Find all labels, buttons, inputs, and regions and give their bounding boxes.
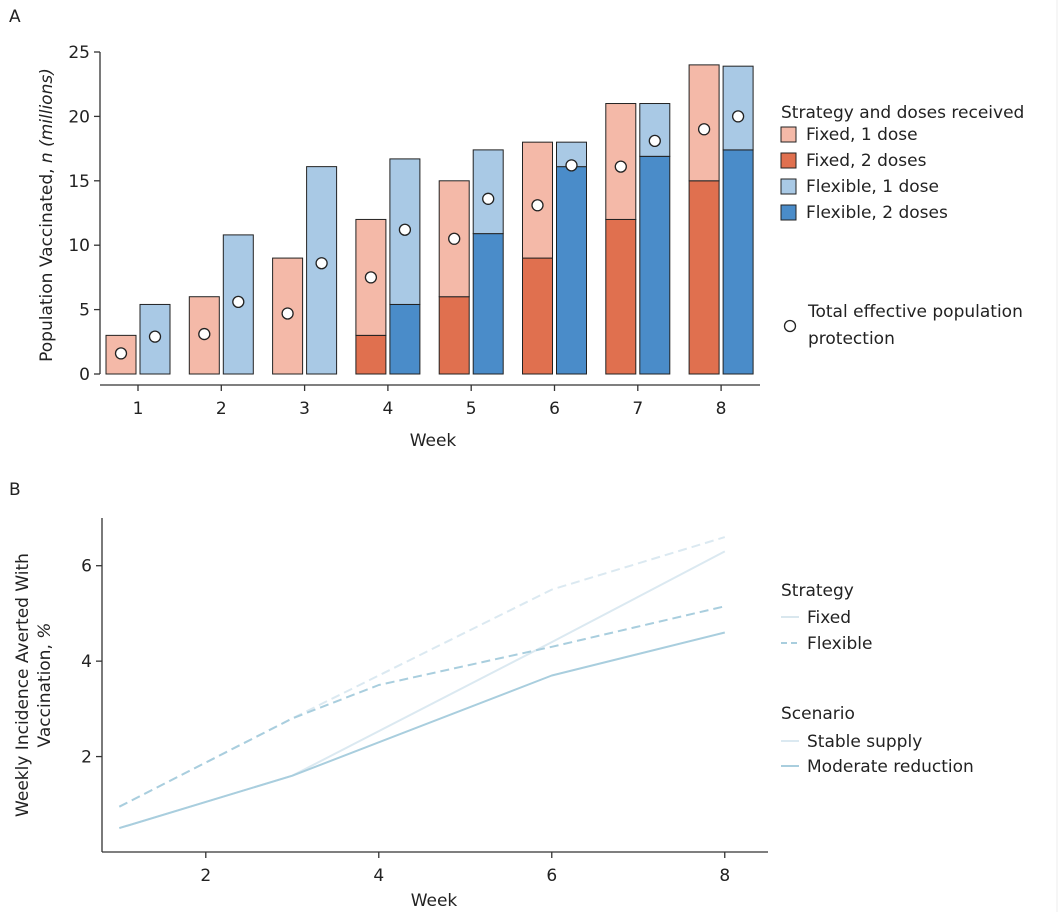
panel-b-y-axis-title-unit: % xyxy=(35,623,55,639)
marker-flexible-protection xyxy=(565,159,578,172)
legend-label-fixed-2: Fixed, 2 doses xyxy=(806,151,927,171)
scenario-legend-title: Scenario xyxy=(781,704,855,724)
panel-b-x-axis-title: Week xyxy=(411,891,458,911)
panel-b-lines xyxy=(118,536,726,830)
panel-b-label: B xyxy=(9,480,21,500)
marker-flexible-protection xyxy=(648,134,661,148)
panel-a-y-axis-title-main: Population Vaccinated, xyxy=(37,163,57,362)
bar-fixed-2-dose xyxy=(522,257,553,375)
panel-a-x-ticks: 1 2 3 4 5 6 7 8 xyxy=(133,385,727,419)
marker-flexible-protection xyxy=(232,295,245,309)
legend-label-flexible-1: Flexible, 1 dose xyxy=(806,177,939,197)
panel-b-scenario-legend: Scenario Stable supply Moderate reductio… xyxy=(781,704,974,777)
panel-a-y-axis-title-italic: n (millions) xyxy=(37,68,57,163)
x-tick-label: 1 xyxy=(133,399,144,419)
x-tick-label: 5 xyxy=(466,399,477,419)
legend-label-flexible-2: Flexible, 2 doses xyxy=(806,203,948,223)
panel-a-x-axis-title: Week xyxy=(410,431,457,451)
line-flexible-stable-supply xyxy=(118,536,726,808)
y-tick-label: 10 xyxy=(68,236,90,256)
scenario-legend-moderate-label: Moderate reduction xyxy=(807,757,974,777)
panel-a-markers xyxy=(114,110,745,360)
bar-fixed-2-dose xyxy=(438,296,470,375)
y-tick-label: 6 xyxy=(81,557,92,577)
x-tick-label: 4 xyxy=(373,866,384,886)
marker-flexible-protection xyxy=(731,110,745,123)
bar-flexible-2-dose xyxy=(556,166,587,375)
line-fixed-moderate-reduction xyxy=(119,631,726,830)
marker-legend-symbol xyxy=(783,319,797,333)
marker-fixed-protection xyxy=(697,123,711,136)
x-tick-label: 2 xyxy=(216,399,227,419)
marker-fixed-protection xyxy=(114,347,128,360)
legend-swatch-flexible-2 xyxy=(780,204,797,221)
strategy-legend-title: Strategy xyxy=(781,581,854,601)
panel-b-y-ticks: 2 4 6 xyxy=(81,557,102,768)
marker-legend-label-line2: protection xyxy=(808,329,895,349)
panel-a-legend-title: Strategy and doses received xyxy=(781,103,1024,123)
marker-flexible-protection xyxy=(148,330,162,343)
strategy-legend-flexible-label: Flexible xyxy=(807,634,872,654)
y-tick-label: 5 xyxy=(79,301,90,321)
strategy-legend-fixed-label: Fixed xyxy=(807,608,851,628)
panel-a-legend: Strategy and doses received Fixed, 1 dos… xyxy=(780,103,1024,349)
panel-a-label: A xyxy=(9,7,21,27)
bar-fixed-1-dose xyxy=(688,64,720,182)
x-tick-label: 8 xyxy=(719,866,730,886)
marker-flexible-protection xyxy=(482,192,495,205)
panel-a-y-ticks: 0 5 10 15 20 25 xyxy=(68,43,100,385)
line-flexible-moderate-reduction xyxy=(118,605,726,808)
x-tick-label: 6 xyxy=(549,399,560,419)
legend-swatch-flexible-1 xyxy=(780,178,797,195)
x-tick-label: 6 xyxy=(546,866,557,886)
panel-a: A 0 5 10 15 20 25 1 2 3 4 5 6 7 8 Week Population Va… xyxy=(9,7,1024,451)
bar-fixed-2-dose xyxy=(688,180,720,375)
y-tick-label: 20 xyxy=(68,107,90,127)
y-tick-label: 25 xyxy=(68,43,90,63)
panel-a-legend-items: Fixed, 1 dose Fixed, 2 doses Flexible, 1 d… xyxy=(780,125,948,223)
bar-flexible-2-dose xyxy=(639,155,671,375)
line-fixed-stable-supply xyxy=(119,550,726,830)
bar-flexible-1-dose xyxy=(722,65,754,151)
panel-b-y-axis-title-line1: Weekly Incidence Averted With xyxy=(13,553,33,817)
marker-fixed-protection xyxy=(614,160,627,173)
panel-b-x-ticks: 2 4 6 8 xyxy=(200,852,730,886)
marker-fixed-protection xyxy=(364,271,378,284)
x-tick-label: 8 xyxy=(716,399,727,419)
panel-a-y-axis-title: Population Vaccinated, n (millions) xyxy=(37,68,57,362)
panel-b-y-axis-title-main: Vaccination, xyxy=(35,639,55,748)
bar-fixed-2-dose xyxy=(605,218,637,375)
x-tick-label: 2 xyxy=(200,866,211,886)
x-tick-label: 7 xyxy=(632,399,643,419)
bar-flexible-2-dose xyxy=(722,149,754,375)
panel-b-y-axis-title-line2: Vaccination, % xyxy=(35,623,55,748)
scenario-legend-stable-label: Stable supply xyxy=(807,732,922,752)
y-tick-label: 15 xyxy=(68,172,90,192)
bar-flexible-2-dose xyxy=(389,303,421,375)
marker-fixed-protection xyxy=(531,199,544,212)
bar-flexible-1-dose xyxy=(306,166,338,375)
bar-flexible-1-dose xyxy=(472,149,504,235)
legend-label-fixed-1: Fixed, 1 dose xyxy=(806,125,918,145)
bar-flexible-2-dose xyxy=(472,233,504,375)
x-tick-label: 4 xyxy=(382,399,393,419)
y-tick-label: 2 xyxy=(81,748,92,768)
legend-swatch-fixed-2 xyxy=(780,152,797,169)
y-tick-label: 0 xyxy=(79,365,90,385)
bar-flexible-1-dose xyxy=(639,103,671,157)
legend-swatch-fixed-1 xyxy=(780,126,797,143)
panel-b: B 2 4 6 2 4 6 8 Week Weekly Incidence Averted… xyxy=(9,480,974,911)
panel-b-strategy-legend: Strategy Fixed Flexible xyxy=(781,581,872,654)
marker-flexible-protection xyxy=(398,223,412,236)
marker-legend-label-line1: Total effective population xyxy=(807,302,1023,322)
marker-fixed-protection xyxy=(281,307,294,320)
marker-flexible-protection xyxy=(315,257,328,270)
marker-fixed-protection xyxy=(448,232,461,245)
y-tick-label: 4 xyxy=(81,652,92,672)
x-tick-label: 3 xyxy=(299,399,310,419)
bar-fixed-2-dose xyxy=(355,334,387,375)
panel-a-bars xyxy=(105,64,754,375)
marker-fixed-protection xyxy=(198,327,211,341)
